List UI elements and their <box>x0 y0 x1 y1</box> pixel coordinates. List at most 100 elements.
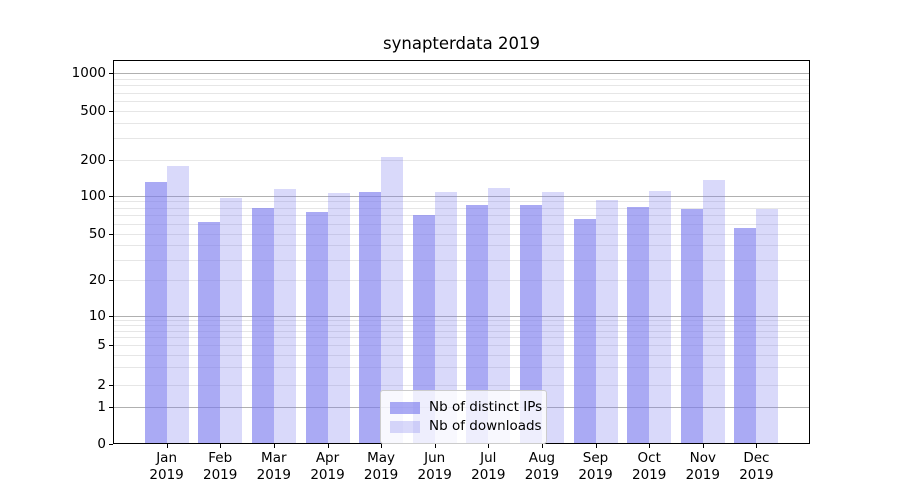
gridline-minor-500 <box>113 111 810 112</box>
x-tick-label-nov: Nov 2019 <box>685 450 720 483</box>
gridline-minor-9 <box>113 320 810 322</box>
gridline-minor-40 <box>113 245 810 247</box>
bar-distinct-ips-feb <box>198 222 221 444</box>
gridline-minor-200 <box>113 159 810 161</box>
gridline-minor-3 <box>113 367 810 368</box>
x-tick-jul <box>488 444 490 448</box>
gridline-minor-60 <box>113 223 810 225</box>
y-tick-label-20: 20 <box>88 272 106 288</box>
bar-downloads-oct <box>649 191 672 444</box>
gridline-minor-4 <box>113 354 810 356</box>
x-tick-label-jun: Jun 2019 <box>417 450 452 483</box>
y-tick-10 <box>109 316 113 317</box>
bar-downloads-feb <box>220 198 243 444</box>
bar-distinct-ips-apr <box>305 211 328 444</box>
x-tick-oct <box>649 444 651 448</box>
gridline-minor-800 <box>113 85 810 87</box>
bar-distinct-ips-jan <box>144 181 167 444</box>
x-tick-label-jan: Jan 2019 <box>149 450 184 483</box>
y-tick-500 <box>109 111 113 112</box>
y-tick-label-10: 10 <box>88 308 106 324</box>
x-tick-aug <box>541 444 543 448</box>
bar-distinct-ips-may <box>359 191 382 444</box>
y-tick-label-1: 1 <box>97 398 106 415</box>
gridline-minor-300 <box>113 138 810 139</box>
bar-distinct-ips-oct <box>627 207 650 444</box>
y-tick-label-200: 200 <box>80 151 106 168</box>
gridline-minor-70 <box>113 215 810 217</box>
legend-item-downloads: Nb of downloads <box>390 418 542 435</box>
gridline-minor-50 <box>113 234 810 235</box>
gridline-minor-2 <box>113 384 810 386</box>
gridline-major-10 <box>113 316 810 317</box>
x-tick-may <box>381 444 383 448</box>
x-tick-label-aug: Aug 2019 <box>524 450 560 483</box>
gridline-minor-900 <box>113 78 810 80</box>
bar-downloads-mar <box>273 189 296 444</box>
y-tick-label-2: 2 <box>97 376 106 393</box>
gridline-major-1000 <box>113 73 810 74</box>
x-tick-dec <box>756 444 758 448</box>
y-tick-200 <box>109 159 113 161</box>
x-tick-feb <box>220 444 222 448</box>
legend-swatch-downloads <box>390 420 420 433</box>
y-tick-1000 <box>109 73 113 74</box>
x-tick-mar <box>273 444 275 448</box>
y-tick-label-500: 500 <box>80 103 106 119</box>
bar-distinct-ips-sep <box>573 218 596 444</box>
x-tick-label-feb: Feb 2019 <box>203 450 238 483</box>
x-tick-sep <box>595 444 597 448</box>
y-tick-label-50: 50 <box>88 226 106 242</box>
x-tick-apr <box>327 444 329 448</box>
x-tick-label-apr: Apr 2019 <box>310 450 345 483</box>
bar-downloads-dec <box>756 209 779 444</box>
gridline-minor-7 <box>113 330 810 332</box>
gridline-minor-30 <box>113 259 810 261</box>
bar-downloads-apr <box>327 192 350 444</box>
bar-distinct-ips-aug <box>519 204 542 444</box>
y-tick-2 <box>109 384 113 386</box>
y-tick-20 <box>109 280 113 281</box>
legend: Nb of distinct IPs Nb of downloads <box>380 390 547 444</box>
x-tick-label-sep: Sep 2019 <box>578 450 613 483</box>
bar-distinct-ips-jun <box>412 214 435 444</box>
gridline-minor-5 <box>113 345 810 346</box>
gridline-minor-700 <box>113 92 810 94</box>
plot-area <box>113 60 810 444</box>
bar-downloads-nov <box>702 179 725 444</box>
bar-distinct-ips-mar <box>251 207 274 444</box>
y-tick-100 <box>109 195 113 197</box>
x-tick-label-mar: Mar 2019 <box>256 450 291 483</box>
y-tick-label-5: 5 <box>97 337 106 353</box>
gridline-minor-20 <box>113 280 810 281</box>
bar-downloads-may <box>381 156 404 444</box>
bar-downloads-jun <box>434 192 457 444</box>
gridline-minor-6 <box>113 337 810 339</box>
bar-downloads-sep <box>595 200 618 444</box>
legend-item-distinct-ips: Nb of distinct IPs <box>390 399 542 416</box>
bar-distinct-ips-jul <box>466 204 489 444</box>
bar-downloads-jul <box>488 188 511 444</box>
x-tick-label-jul: Jul 2019 <box>471 450 506 483</box>
x-tick-nov <box>702 444 704 448</box>
bar-distinct-ips-dec <box>734 227 757 444</box>
gridline-minor-90 <box>113 201 810 203</box>
legend-label-downloads: Nb of downloads <box>429 418 542 434</box>
y-tick-5 <box>109 345 113 346</box>
legend-label-distinct-ips: Nb of distinct IPs <box>429 399 543 415</box>
legend-swatch-distinct-ips <box>390 401 420 414</box>
gridline-minor-8 <box>113 325 810 327</box>
x-tick-label-oct: Oct 2019 <box>632 450 667 483</box>
gridline-minor-600 <box>113 101 810 102</box>
x-tick-label-may: May 2019 <box>363 450 399 483</box>
y-tick-1 <box>109 406 113 408</box>
gridline-major-100 <box>113 195 810 197</box>
gridline-minor-80 <box>113 207 810 209</box>
chart-title: synapterdata 2019 <box>383 34 540 53</box>
x-tick-jun <box>434 444 436 448</box>
bar-downloads-jan <box>166 166 189 444</box>
gridline-minor-400 <box>113 122 810 124</box>
bar-distinct-ips-nov <box>680 209 703 444</box>
y-tick-label-0: 0 <box>97 436 106 452</box>
